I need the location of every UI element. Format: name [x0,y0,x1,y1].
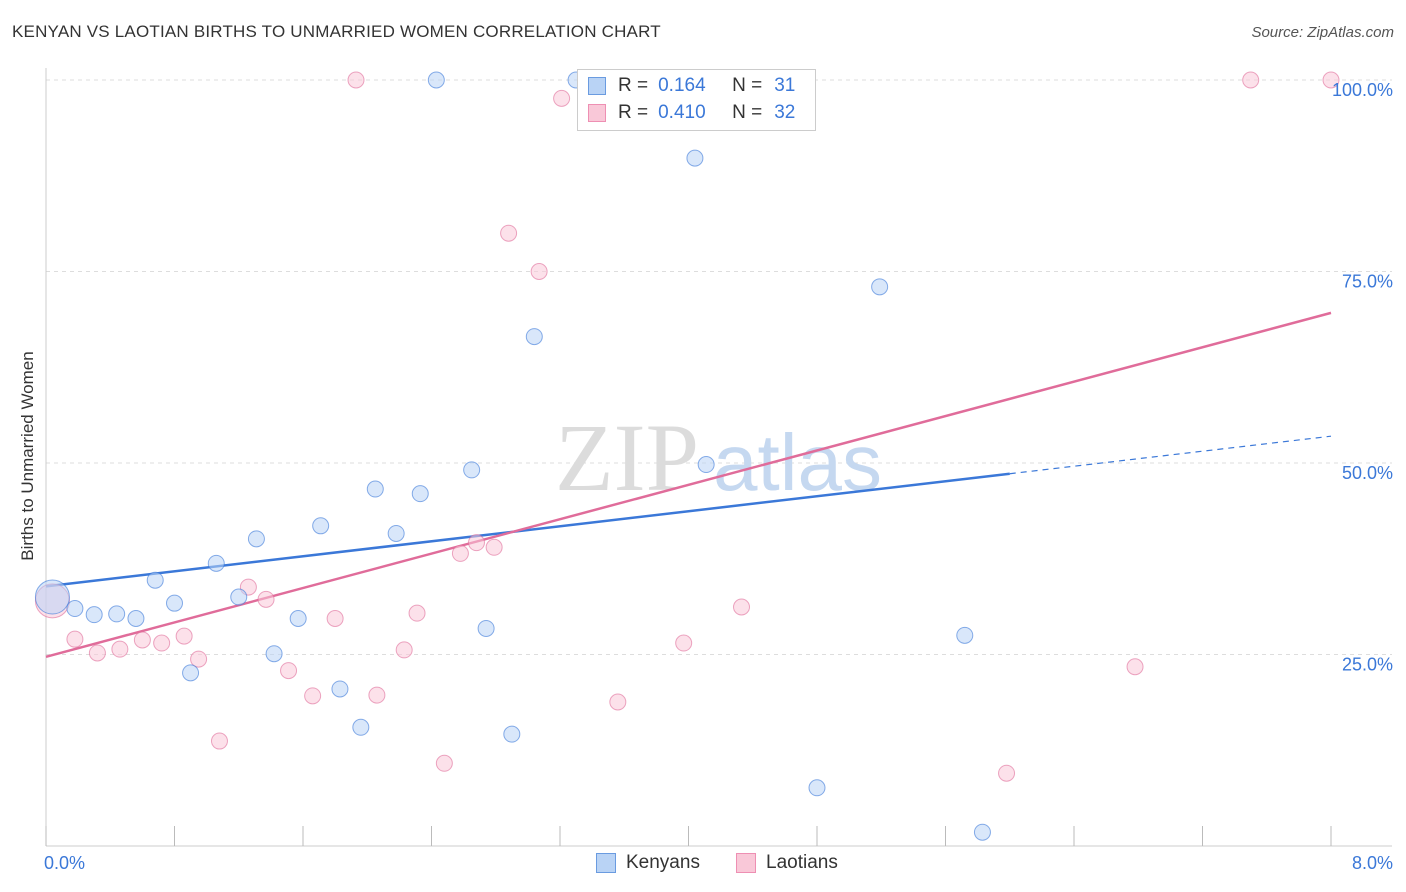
kenyans-swatch [588,77,606,95]
r-label: R = [618,102,649,123]
stats-legend: R = 0.164 N = 31 R = 0.410 N = 32 [577,69,816,131]
kenyans-point [34,579,70,615]
laotians-point [609,693,627,711]
kenyans-point [312,517,330,535]
laotians-point [133,631,151,649]
laotians-point [257,590,275,608]
legend-item-kenyans: Kenyans [596,852,700,874]
laotians-point [1322,71,1340,89]
source-label: Source: ZipAtlas.com [1251,24,1394,41]
laotians-legend-label: Laotians [766,852,838,873]
kenyans-point [503,725,521,743]
kenyans-point [207,554,225,572]
laotians-point [347,71,365,89]
kenyans-point [289,609,307,627]
laotians-legend-swatch [736,853,756,873]
data-points [34,71,1340,841]
laotians-point [530,263,548,280]
kenyans-point [108,605,126,623]
laotians-point [304,687,322,705]
kenyans-point [525,328,543,346]
laotians-point [467,534,485,552]
laotians-point [66,630,84,648]
kenyans-point [973,823,991,841]
stats-row-kenyans: R = 0.164 N = 31 [588,73,795,99]
n-label: N = [732,75,763,96]
laotians-point [280,662,298,680]
n-value: 32 [774,102,796,123]
laotians-point [451,544,469,562]
laotians-point [733,598,751,616]
laotians-point [675,634,693,652]
watermark-zip: ZIP [555,404,699,511]
laotians-point [175,627,193,645]
kenyans-point [366,480,384,498]
kenyans-point [956,626,974,644]
axes [45,68,1392,847]
kenyans-point [66,600,84,618]
laotians-swatch [588,104,606,122]
r-value: 0.164 [658,75,706,96]
kenyans-point [697,456,715,474]
stats-row-laotians: R = 0.410 N = 32 [588,100,795,126]
laotians-point [1242,71,1260,89]
kenyans-point [182,664,200,682]
laotians-point [485,538,503,556]
y-tick-label: 25.0% [1342,655,1393,675]
laotians-point [553,89,571,107]
kenyans-legend-swatch [596,853,616,873]
laotians-point [998,764,1016,782]
x-tick-label: 0.0% [44,853,85,873]
kenyans-point [127,609,145,627]
kenyans-point [477,619,495,637]
kenyans-point [146,571,164,589]
laotians-point [326,609,344,627]
laotians-point [435,754,453,772]
laotians-point [111,640,129,658]
kenyans-point [871,278,889,296]
kenyans-point [808,779,826,797]
kenyans-point [230,588,248,606]
gridlines [46,79,1392,655]
r-value: 0.410 [658,102,706,123]
laotians-point [368,686,386,704]
kenyans-point [166,594,183,612]
kenyans-point [463,461,481,479]
kenyans-trend-line [45,472,1010,588]
x-tick-label: 8.0% [1352,853,1393,873]
kenyans-trend-extension [1009,435,1332,475]
laotians-point [190,650,208,668]
n-value: 31 [774,75,796,96]
r-label: R = [618,75,649,96]
kenyans-point [352,718,370,736]
n-label: N = [732,102,763,123]
kenyans-point [387,524,405,542]
kenyans-point [411,485,429,503]
laotians-point [210,732,228,750]
laotians-point [153,634,171,652]
kenyans-point [427,71,445,89]
y-tick-label: 100.0% [1332,80,1393,100]
kenyans-point [686,149,704,167]
y-tick-label: 75.0% [1342,272,1393,292]
laotians-point [88,644,106,662]
laotians-point [500,224,518,242]
chart-title: KENYAN VS LAOTIAN BIRTHS TO UNMARRIED WO… [12,22,661,41]
legend-item-laotians: Laotians [736,852,838,874]
laotians-point [1126,658,1144,676]
laotians-point [395,641,413,659]
kenyans-point [247,530,265,548]
kenyans-point [331,680,349,698]
watermark-atlas: atlas [713,418,882,507]
kenyans-point [265,645,283,663]
laotians-point [408,604,426,622]
kenyans-legend-label: Kenyans [626,852,700,873]
y-tick-label: 50.0% [1342,463,1393,483]
kenyans-point [85,606,103,624]
tick-labels: 25.0% 50.0% 75.0% 100.0% 0.0% 8.0% [44,80,1393,873]
